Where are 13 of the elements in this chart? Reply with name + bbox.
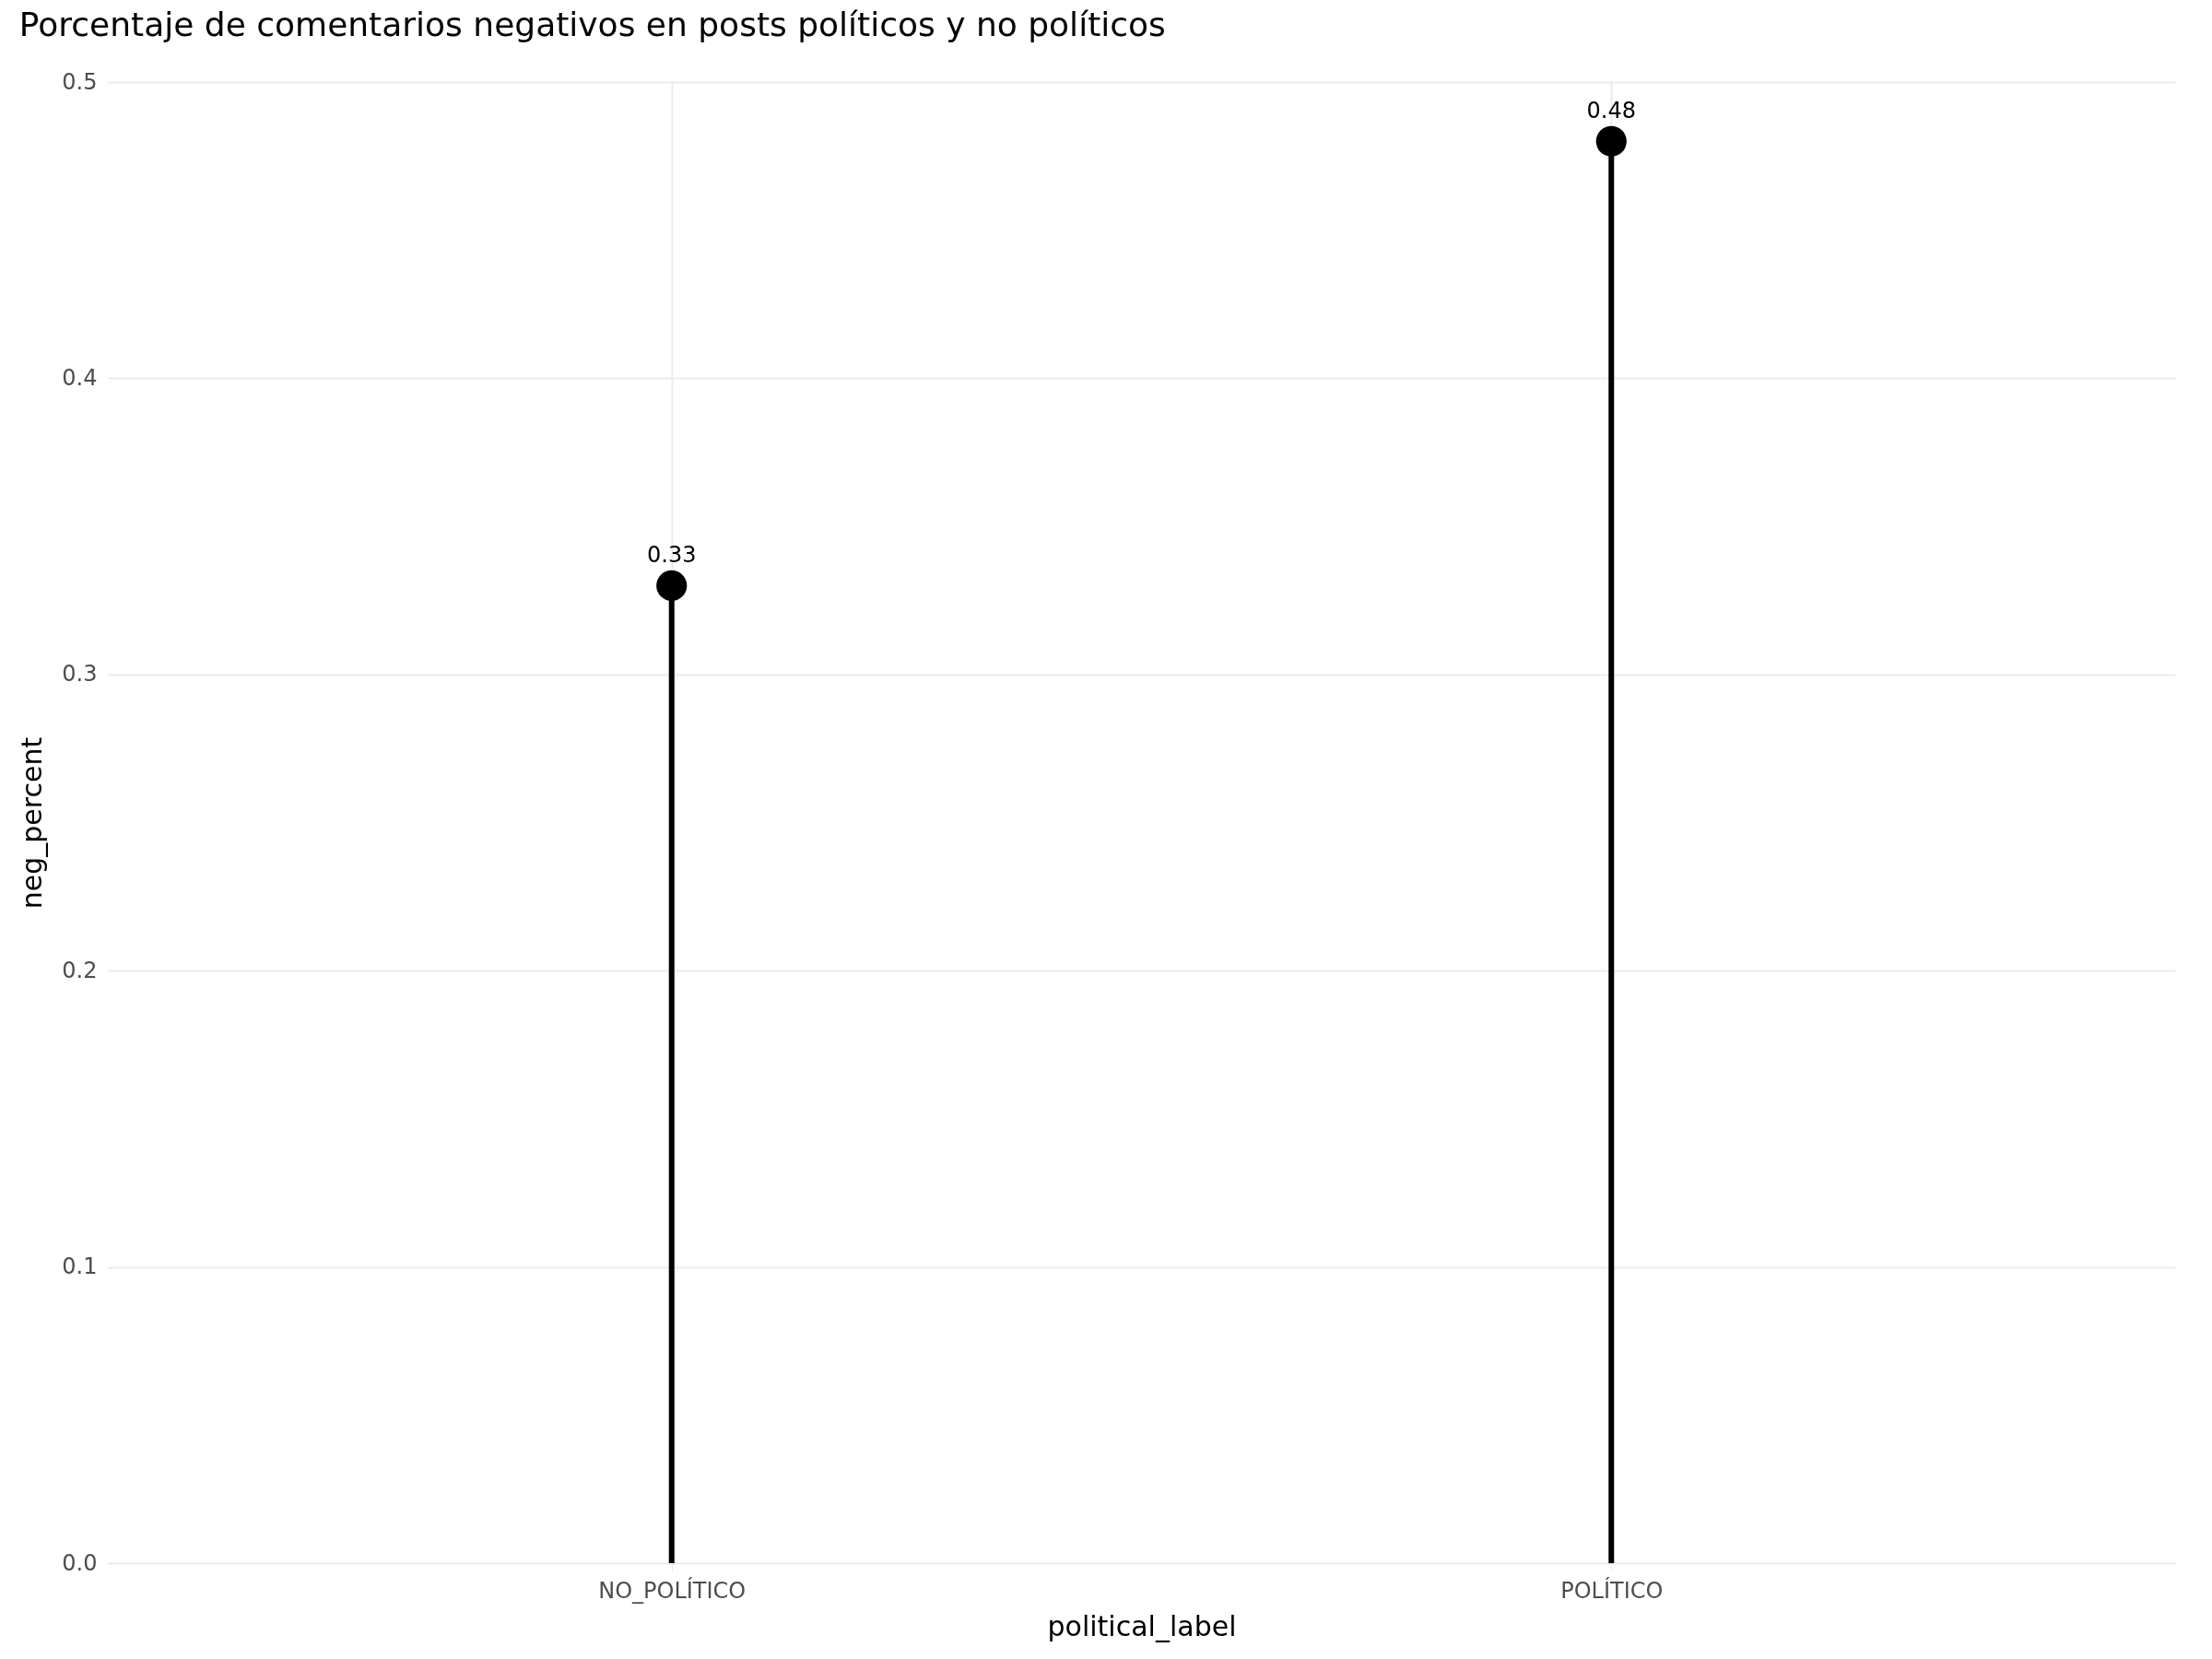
y-tick-label: 0.4 <box>62 364 98 391</box>
y-tick-label: 0.2 <box>62 957 98 983</box>
x-tick-label: NO_POLÍTICO <box>598 1576 747 1604</box>
y-tick-label: 0.5 <box>62 68 98 95</box>
x-tick-label: POLÍTICO <box>1560 1576 1664 1604</box>
data-label: 0.48 <box>1586 98 1636 124</box>
y-tick-label: 0.3 <box>62 661 98 688</box>
chart-title: Porcentaje de comentarios negativos en posts políticos y no políticos <box>18 6 1166 43</box>
y-tick-label: 0.0 <box>62 1549 98 1576</box>
y-axis-title: neg_percent <box>16 736 49 910</box>
y-tick-label: 0.1 <box>62 1253 98 1280</box>
data-label: 0.33 <box>647 542 697 569</box>
x-axis-title: political_label <box>1047 1609 1237 1642</box>
